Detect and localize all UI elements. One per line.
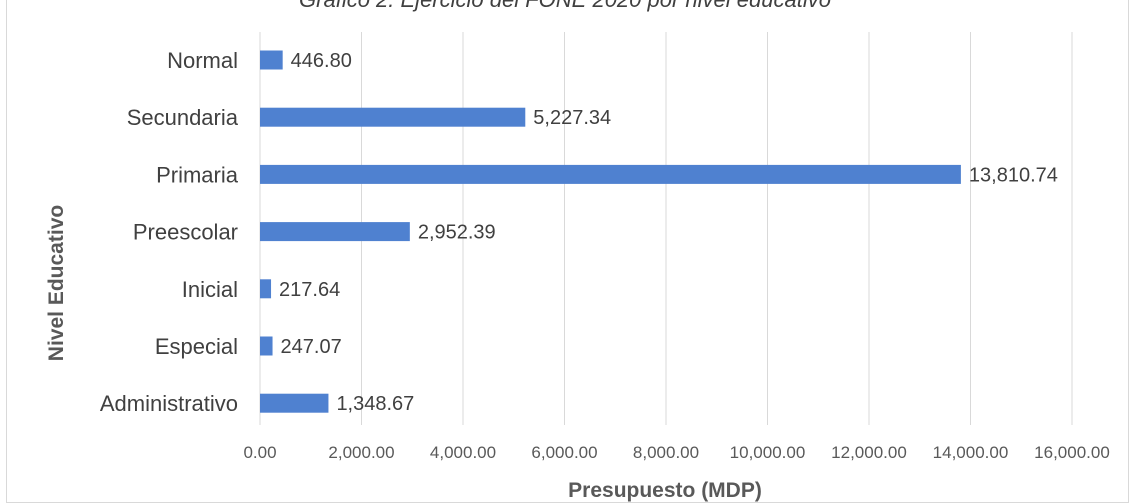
bar bbox=[260, 393, 329, 413]
bar bbox=[260, 336, 273, 356]
x-tick-label: 2,000.00 bbox=[328, 443, 394, 462]
data-label: 217.64 bbox=[279, 279, 340, 301]
x-tick-label: 10,000.00 bbox=[730, 443, 806, 462]
category-label: Primaria bbox=[156, 162, 239, 187]
category-label: Secundaria bbox=[127, 105, 239, 130]
x-tick-label: 0.00 bbox=[243, 443, 276, 462]
data-label: 1,348.67 bbox=[336, 393, 414, 415]
y-axis-title: Nivel Educativo bbox=[45, 205, 68, 361]
labels: 0.00 2,000.00 4,000.00 6,000.00 8,000.00 10,0… bbox=[100, 48, 1110, 462]
bars bbox=[260, 50, 961, 413]
data-label: 446.80 bbox=[291, 50, 352, 72]
x-axis-title: Presupuesto (MDP) bbox=[568, 479, 762, 502]
category-label: Especial bbox=[155, 334, 238, 359]
x-tick-label: 4,000.00 bbox=[430, 443, 496, 462]
data-label: 5,227.34 bbox=[533, 107, 611, 129]
category-label: Inicial bbox=[182, 277, 238, 302]
data-label: 2,952.39 bbox=[418, 222, 496, 244]
category-label: Administrativo bbox=[100, 391, 238, 416]
category-label: Normal bbox=[167, 48, 238, 73]
x-tick-label: 12,000.00 bbox=[831, 443, 907, 462]
category-label: Preescolar bbox=[133, 220, 238, 245]
bar bbox=[260, 50, 283, 70]
data-label: 13,810.74 bbox=[969, 164, 1058, 186]
bar bbox=[260, 107, 526, 127]
chart-frame bbox=[6, 0, 1129, 503]
data-label: 247.07 bbox=[281, 336, 342, 358]
chart-title: Gráfico 2. Ejercicio del FONE 2020 por n… bbox=[0, 0, 1130, 13]
gridlines bbox=[259, 32, 1073, 425]
x-tick-label: 6,000.00 bbox=[531, 443, 597, 462]
bar bbox=[260, 279, 272, 299]
bar bbox=[260, 164, 961, 184]
x-tick-label: 16,000.00 bbox=[1034, 443, 1110, 462]
x-tick-label: 8,000.00 bbox=[633, 443, 699, 462]
bar bbox=[260, 222, 410, 242]
x-tick-label: 14,000.00 bbox=[933, 443, 1009, 462]
